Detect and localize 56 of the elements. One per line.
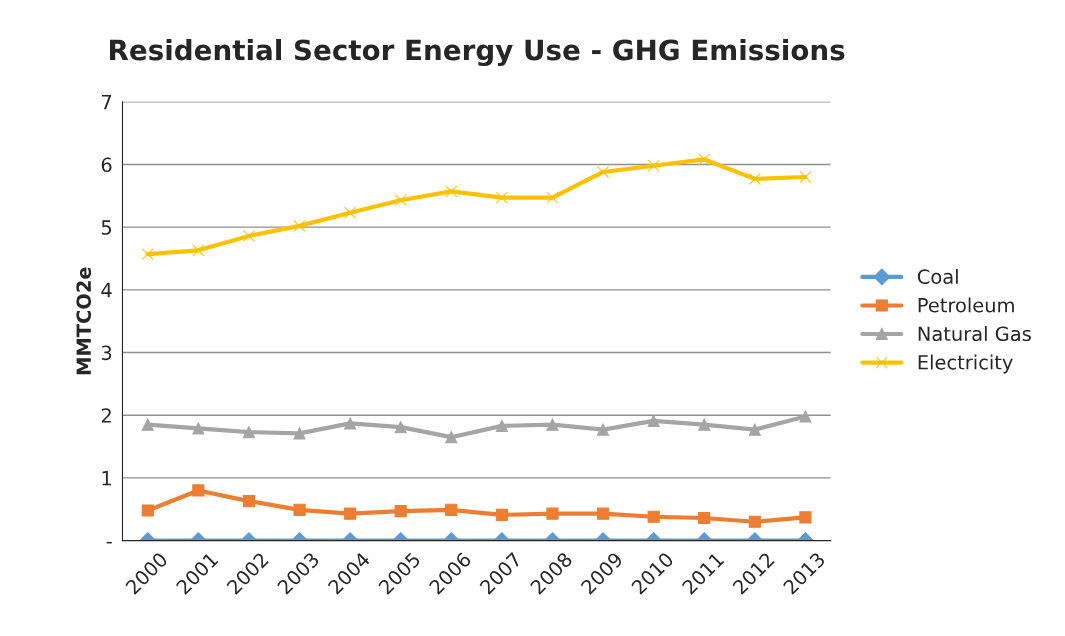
point: [799, 410, 812, 423]
point: [546, 418, 559, 431]
point: [596, 423, 610, 436]
y-tick-label: 2: [101, 408, 111, 423]
point: [242, 495, 256, 508]
point: [799, 511, 812, 524]
y-tick-label: -: [106, 541, 112, 544]
point: [546, 191, 559, 204]
legend-label: Coal: [917, 268, 958, 285]
point: [647, 510, 660, 523]
point: [546, 507, 559, 520]
point: [495, 508, 508, 521]
point: [698, 153, 711, 166]
point: [293, 503, 306, 516]
point: [445, 503, 458, 516]
point: [698, 418, 711, 431]
point: [647, 414, 660, 427]
point: [242, 229, 256, 242]
point: [141, 248, 154, 261]
legend-label: Natural Gas: [918, 326, 1031, 342]
chart-title: Residential Sector Energy Use - GHG Emissions: [110, 38, 845, 67]
point: [141, 504, 154, 517]
point: [748, 172, 761, 185]
point: [192, 422, 205, 435]
y-tick-label: 4: [101, 283, 112, 298]
point: [748, 515, 761, 528]
legend-label: Petroleum: [918, 297, 1014, 313]
legend-label: Electricity: [918, 354, 1013, 374]
point: [799, 170, 812, 184]
point: [394, 194, 407, 207]
point: [698, 511, 711, 525]
point: [192, 244, 205, 257]
point: [495, 191, 508, 204]
point: [344, 507, 357, 520]
point: [242, 426, 256, 439]
y-tick-label: 7: [101, 94, 112, 110]
point: [748, 423, 761, 436]
point: [293, 219, 306, 232]
point: [596, 165, 610, 179]
y-tick-label: 5: [101, 220, 112, 235]
point: [344, 417, 357, 430]
point: [495, 419, 508, 432]
point: [141, 418, 154, 431]
y-tick-label: 6: [101, 157, 112, 173]
point: [293, 427, 306, 440]
y-tick-label: 3: [101, 345, 112, 361]
y-axis-title: MMTCO2e: [76, 267, 92, 375]
point: [445, 431, 458, 444]
point: [596, 507, 610, 520]
point: [394, 421, 407, 434]
point: [192, 484, 205, 497]
point: [394, 505, 407, 518]
point: [445, 185, 458, 198]
point: [344, 206, 357, 219]
point: [647, 159, 660, 172]
y-tick-label: 1: [102, 471, 111, 486]
